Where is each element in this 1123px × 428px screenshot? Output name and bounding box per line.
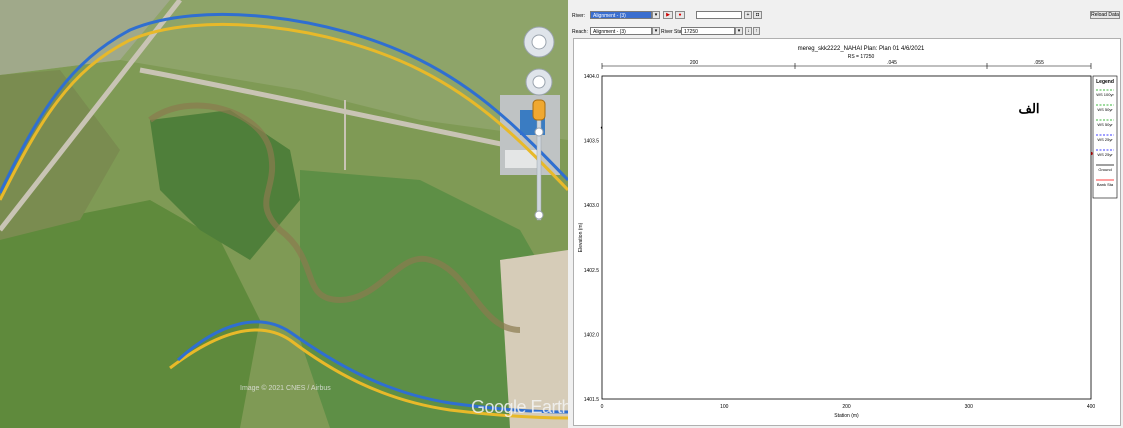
top-scale-label: 200 — [690, 60, 699, 66]
y-axis-label: Elevation (m) — [578, 222, 584, 252]
river-select[interactable]: Alignment - (3) — [590, 11, 652, 19]
nav-controls[interactable] — [523, 26, 555, 221]
satellite-imagery — [0, 0, 568, 428]
cross-section-window: River: Alignment - (3) ▾ ▶ ● + ◘ Reach: … — [568, 0, 1123, 428]
reach-label: Reach: — [572, 29, 588, 35]
y-tick-label: 1402.0 — [584, 332, 600, 338]
arrow-down-icon[interactable]: ↓ — [745, 27, 752, 35]
legend-entry: WS 25yr — [1097, 137, 1113, 142]
x-tick-label: 100 — [720, 404, 729, 410]
copyright-text: Image © 2021 CNES / Airbus — [240, 385, 331, 392]
reach-dropdown-arrow[interactable]: ▾ — [652, 27, 660, 35]
legend-entry: Ground — [1098, 167, 1111, 172]
river-sta-label: River Sta.: — [661, 29, 685, 35]
river-label: River: — [572, 13, 586, 19]
legend-entry: WS 25yr — [1097, 152, 1113, 157]
plot-frame — [601, 75, 1092, 400]
river-dropdown-arrow[interactable]: ▾ — [652, 11, 660, 19]
search-field[interactable] — [696, 11, 742, 19]
y-tick-label: 1401.5 — [584, 397, 600, 403]
y-tick-label: 1403.0 — [584, 203, 600, 209]
legend-box — [1092, 75, 1118, 199]
overlay-label: الف — [1018, 101, 1039, 116]
satellite-image-panel[interactable]: Image © 2021 CNES / Airbus Google Earth — [0, 0, 568, 428]
x-axis-label: Station (m) — [834, 413, 859, 419]
legend-entry: WS 100yr — [1096, 92, 1114, 97]
x-tick-label: 400 — [1087, 404, 1096, 410]
legend-entry: WS 50yr — [1097, 107, 1113, 112]
camera-icon[interactable]: ◘ — [753, 11, 762, 19]
arrow-up-icon[interactable]: ↑ — [753, 27, 760, 35]
y-tick-label: 1404.0 — [584, 74, 600, 80]
legend: Legend WS 100yr WS 50yr WS 50yr WS 25yr WS 25… — [1092, 75, 1118, 199]
x-tick-label: 0 — [601, 404, 604, 410]
plot-axes: 0 100 200 300 400 1401.5 1402.0 1402.5 1403.0 140… — [578, 74, 1095, 419]
play-button[interactable]: ▶ — [663, 11, 673, 19]
plot-panel: 0 100 200 300 400 1401.5 1402.0 1402.5 1403.0 140… — [573, 38, 1121, 426]
legend-title: Legend — [1096, 79, 1114, 85]
plot-subtitle: RS = 17250 — [848, 54, 875, 60]
y-tick-label: 1403.5 — [584, 139, 600, 145]
cross-section-chart: 0 100 200 300 400 1401.5 1402.0 1402.5 1403.0 140… — [578, 46, 1118, 419]
google-earth-logo: Google Earth — [471, 397, 568, 417]
legend-entry: WS 50yr — [1097, 122, 1113, 127]
y-tick-label: 1402.5 — [584, 268, 600, 274]
plot-title: mereg_skk2222_NAHAI Plan: Plan 01 4/6/20… — [798, 46, 925, 52]
record-button[interactable]: ● — [675, 11, 685, 19]
top-roughness-scale: 200 .045 .055 — [601, 60, 1092, 69]
x-tick-label: 300 — [965, 404, 974, 410]
x-tick-label: 200 — [842, 404, 851, 410]
add-plus-button[interactable]: + — [744, 11, 752, 19]
legend-entry: Bank Sta — [1097, 182, 1114, 187]
top-scale-label: .055 — [1034, 60, 1044, 66]
reload-data-button[interactable]: Reload Data — [1090, 11, 1120, 19]
river-sta-select[interactable]: 17250 — [681, 27, 735, 35]
river-sta-dropdown-arrow[interactable]: ▾ — [735, 27, 743, 35]
reach-select[interactable]: Alignment - (3) — [590, 27, 652, 35]
top-scale-label: .045 — [887, 60, 897, 66]
